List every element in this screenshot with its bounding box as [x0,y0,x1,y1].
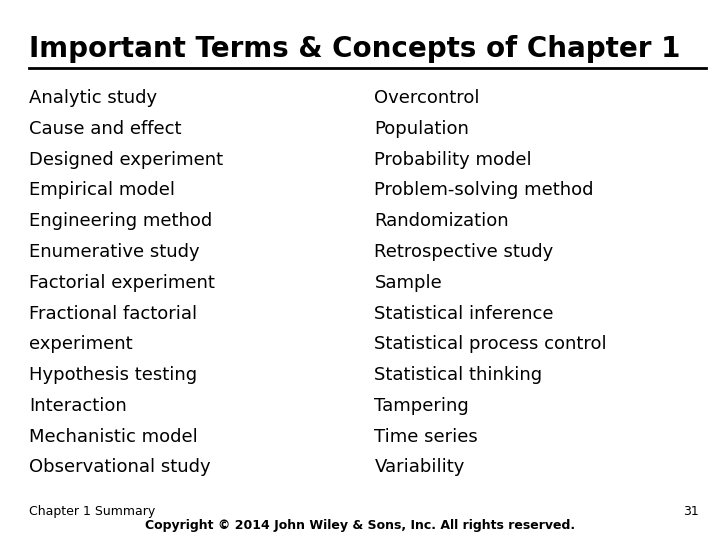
Text: Copyright © 2014 John Wiley & Sons, Inc. All rights reserved.: Copyright © 2014 John Wiley & Sons, Inc.… [145,519,575,532]
Text: Statistical thinking: Statistical thinking [374,366,543,384]
Text: Fractional factorial: Fractional factorial [29,305,197,322]
Text: Engineering method: Engineering method [29,212,212,230]
Text: Retrospective study: Retrospective study [374,243,554,261]
Text: Population: Population [374,120,469,138]
Text: Enumerative study: Enumerative study [29,243,199,261]
Text: 31: 31 [683,505,698,518]
Text: Analytic study: Analytic study [29,89,157,107]
Text: Tampering: Tampering [374,397,469,415]
Text: Statistical inference: Statistical inference [374,305,554,322]
Text: Variability: Variability [374,458,465,476]
Text: Empirical model: Empirical model [29,181,175,199]
Text: Statistical process control: Statistical process control [374,335,607,353]
Text: Interaction: Interaction [29,397,127,415]
Text: Cause and effect: Cause and effect [29,120,181,138]
Text: Factorial experiment: Factorial experiment [29,274,215,292]
Text: Designed experiment: Designed experiment [29,151,223,168]
Text: experiment: experiment [29,335,132,353]
Text: Overcontrol: Overcontrol [374,89,480,107]
Text: Sample: Sample [374,274,442,292]
Text: Hypothesis testing: Hypothesis testing [29,366,197,384]
Text: Observational study: Observational study [29,458,210,476]
Text: Mechanistic model: Mechanistic model [29,428,197,445]
Text: Time series: Time series [374,428,478,445]
Text: Chapter 1 Summary: Chapter 1 Summary [29,505,155,518]
Text: Problem-solving method: Problem-solving method [374,181,594,199]
Text: Important Terms & Concepts of Chapter 1: Important Terms & Concepts of Chapter 1 [29,35,680,63]
Text: Probability model: Probability model [374,151,532,168]
Text: Randomization: Randomization [374,212,509,230]
